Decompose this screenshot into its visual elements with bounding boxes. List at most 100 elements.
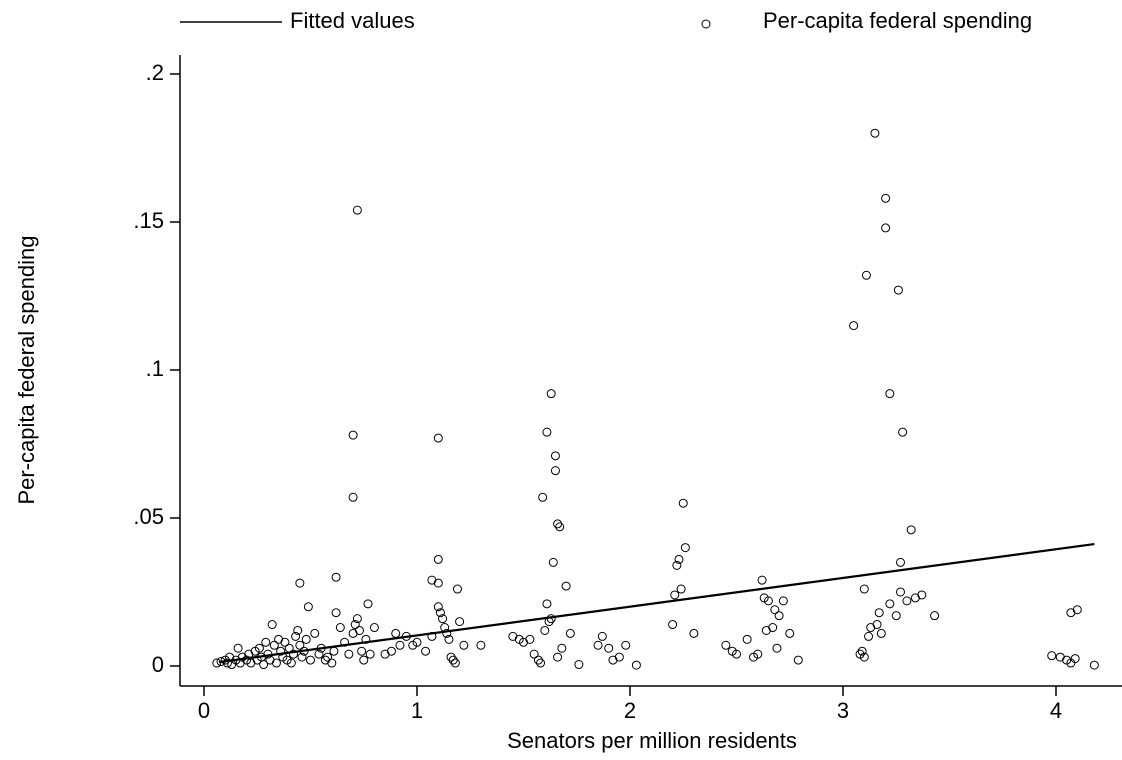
point <box>361 634 371 644</box>
x-tick-label: 2 <box>624 698 636 723</box>
point <box>233 643 243 653</box>
point <box>614 652 624 662</box>
point <box>301 634 311 644</box>
point <box>874 608 884 618</box>
point <box>344 649 354 659</box>
point <box>359 655 369 665</box>
point <box>261 637 271 647</box>
point <box>759 593 769 603</box>
point <box>280 637 290 647</box>
point <box>881 193 891 203</box>
point <box>876 628 886 638</box>
point <box>303 602 313 612</box>
point <box>861 270 871 280</box>
point <box>363 599 373 609</box>
point <box>896 587 906 597</box>
x-tick-label: 0 <box>198 698 210 723</box>
point <box>365 649 375 659</box>
point <box>357 646 367 656</box>
point <box>450 658 460 668</box>
point <box>433 433 443 443</box>
point <box>542 427 552 437</box>
point <box>254 643 264 653</box>
point <box>593 640 603 650</box>
y-tick-label: .05 <box>133 504 164 529</box>
point <box>1070 654 1080 664</box>
point <box>770 605 780 615</box>
point <box>395 640 405 650</box>
point <box>849 321 859 331</box>
point <box>721 640 731 650</box>
point <box>529 649 539 659</box>
point <box>331 608 341 618</box>
point <box>323 652 333 662</box>
point <box>455 617 465 627</box>
point <box>538 492 548 502</box>
point <box>297 652 307 662</box>
point <box>329 646 339 656</box>
point <box>550 466 560 476</box>
point <box>553 519 563 529</box>
point <box>785 628 795 638</box>
y-tick-label: .2 <box>146 60 164 85</box>
point <box>678 498 688 508</box>
legend-swatch <box>701 19 711 29</box>
y-tick-label: .15 <box>133 208 164 233</box>
point <box>267 620 277 630</box>
point <box>427 575 437 585</box>
point <box>352 205 362 215</box>
point <box>891 611 901 621</box>
fitted-line <box>218 542 1095 664</box>
point <box>433 554 443 564</box>
point <box>604 643 614 653</box>
point <box>269 640 279 650</box>
point <box>286 658 296 668</box>
x-tick-label: 1 <box>411 698 423 723</box>
point <box>525 634 535 644</box>
point <box>757 575 767 585</box>
point <box>444 634 454 644</box>
point <box>348 430 358 440</box>
point <box>731 649 741 659</box>
point <box>216 657 226 667</box>
legend-label: Fitted values <box>290 8 415 33</box>
point <box>433 602 443 612</box>
point <box>340 637 350 647</box>
point <box>331 572 341 582</box>
point <box>446 652 456 662</box>
point <box>546 614 556 624</box>
y-tick-label: 0 <box>152 652 164 677</box>
point <box>348 492 358 502</box>
point <box>561 581 571 591</box>
point <box>902 596 912 606</box>
point <box>680 543 690 553</box>
point <box>565 628 575 638</box>
point <box>391 628 401 638</box>
point <box>352 614 362 624</box>
point <box>542 599 552 609</box>
point <box>753 649 763 659</box>
point <box>310 628 320 638</box>
point <box>276 646 286 656</box>
point <box>917 590 927 600</box>
legend-label: Per-capita federal spending <box>763 8 1032 33</box>
point <box>335 623 345 633</box>
point <box>212 658 222 668</box>
point <box>553 652 563 662</box>
point <box>295 640 305 650</box>
point <box>768 623 778 633</box>
point <box>293 625 303 635</box>
point <box>421 646 431 656</box>
point <box>778 596 788 606</box>
point <box>631 660 641 670</box>
point <box>896 557 906 567</box>
point <box>259 660 269 670</box>
point <box>544 617 554 627</box>
point <box>438 614 448 624</box>
point <box>316 643 326 653</box>
point <box>401 631 411 641</box>
point <box>906 525 916 535</box>
point <box>772 643 782 653</box>
point <box>476 640 486 650</box>
point <box>1072 605 1082 615</box>
